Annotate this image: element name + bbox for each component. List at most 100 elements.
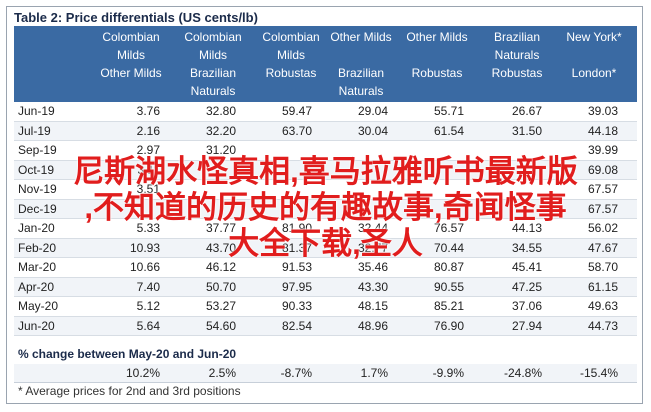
pct-change-title: % change between May-20 and Jun-20 [18,347,237,361]
table-header: Colombian Milds Other Milds Colombian Mi… [14,26,637,102]
overlay-text: 尼斯湖水怪真相,喜马拉雅听书最新版 ,不知道的历史的有趣故事,奇闻怪事 大全下载… [0,154,651,262]
table-cell: 34.55 [511,240,542,255]
table-cell: 43.70 [205,240,236,255]
row-label: Jul-19 [18,123,51,138]
table-cell: 48.96 [357,318,388,333]
table-cell: 5.33 [136,221,160,235]
table-cell: 61.54 [433,123,464,138]
table-cell: 80.87 [433,260,464,274]
table-cell: 37.06 [511,299,542,313]
table-row: Oct-19 3.11 69.08 [14,160,637,180]
pct-cell: 10.2% [125,366,160,380]
header-col-4: Other Milds Brazilian Naturals [330,30,392,98]
table-cell: 55.71 [433,104,464,118]
table-cell: 54.60 [205,318,236,333]
table-row: Dec-19 67.57 [14,199,637,219]
table-cell: 46.12 [205,260,236,274]
table-cell: 85.21 [433,299,464,313]
table-cell: 39.03 [587,104,618,118]
table-cell: 10.66 [129,260,160,274]
table-row: Mar-20 10.66 46.12 91.53 35.46 80.87 45.41 58.7… [14,258,637,278]
pct-cell: -15.4% [579,366,618,380]
table-cell: 67.57 [587,201,618,216]
table-cell: 47.67 [587,240,618,255]
table-cell: 49.63 [587,299,618,313]
table-cell: 70.44 [433,240,464,255]
row-label: Jun-19 [18,104,55,118]
table-cell: 32.77 [357,240,388,255]
table-row: Jan-20 5.33 37.77 81.90 32.44 76.57 44.13 56.02 [14,219,637,239]
table-cell: 26.67 [511,104,542,118]
table-cell: 44.13 [511,221,542,235]
row-label: Dec-19 [18,201,57,216]
table-cell: 32.20 [205,123,236,138]
table-cell: 31.20 [205,143,236,157]
table-cell: 67.57 [587,182,618,196]
pct-cell: -9.9% [432,366,464,380]
footnote: * Average prices for 2nd and 3rd positio… [18,384,241,398]
pct-change-row: 10.2% 2.5% -8.7% 1.7% -9.9% -24.8% -15.4% [14,364,637,383]
header-col-1: Colombian Milds Other Milds [100,30,162,80]
row-label: Nov-19 [18,182,57,196]
table-cell: 32.80 [205,104,236,118]
row-label: Sep-19 [18,143,57,157]
table-cell: 50.70 [205,279,236,294]
table-cell: 58.70 [587,260,618,274]
table-cell: 5.64 [136,318,160,333]
table-cell: 56.02 [587,221,618,235]
row-label: Apr-20 [18,279,55,294]
table-cell: 43.30 [357,279,388,294]
table-cell: 2.16 [136,123,160,138]
table-row: Nov-19 3.51 67.57 [14,180,637,200]
table-cell: 30.04 [357,123,388,138]
pct-cell: -24.8% [503,366,542,380]
table-cell: 97.95 [281,279,312,294]
table-cell: 53.27 [205,299,236,313]
table-row: Jul-19 2.16 32.20 63.70 30.04 61.54 31.50 44.18 [14,121,637,141]
table-cell: 59.47 [281,104,312,118]
table-cell: 5.12 [136,299,160,313]
table-row: May-20 5.12 53.27 90.33 48.15 85.21 37.06 49.63 [14,297,637,317]
header-col-3: Colombian Milds Robustas [262,30,320,80]
table-body: Jun-19 3.76 32.80 59.47 29.04 55.71 26.67 39.03… [14,102,637,336]
table-cell: 44.73 [587,318,618,333]
table-cell: 3.76 [136,104,160,118]
overlay-line-1: 尼斯湖水怪真相,喜马拉雅听书最新版 [73,154,578,189]
table-cell: 76.90 [433,318,464,333]
row-label: Jun-20 [18,318,55,333]
table-cell: 2.97 [136,143,160,157]
table-cell: 32.44 [357,221,388,235]
table-row: Sep-19 2.97 31.20 39.99 [14,141,637,161]
table-cell: 29.04 [357,104,388,118]
table-row: Jun-20 5.64 54.60 82.54 48.96 76.90 27.94 44.73 [14,316,637,336]
table-cell: 37.77 [205,221,236,235]
table-cell: 3.11 [137,162,160,177]
header-col-5: Other Milds Robustas [406,30,468,80]
table-cell: 3.51 [136,182,160,196]
table-cell: 35.46 [357,260,388,274]
header-col-7: New York* London* [566,30,622,80]
table-cell: 7.40 [136,279,160,294]
table-row: Jun-19 3.76 32.80 59.47 29.04 55.71 26.67 39.03 [14,102,637,122]
table-cell: 90.55 [433,279,464,294]
row-label: May-20 [18,299,59,313]
table-title: Table 2: Price differentials (US cents/l… [14,10,258,25]
table-cell: 48.15 [357,299,388,313]
table-row: Feb-20 10.93 43.70 81.37 32.77 70.44 34.55 47.6… [14,238,637,258]
table-cell: 76.57 [433,221,464,235]
table-cell: 27.94 [511,318,542,333]
table-cell: 61.15 [587,279,618,294]
row-label: Feb-20 [18,240,57,255]
table-cell: 81.37 [281,240,312,255]
overlay-line-2: ,不知道的历史的有趣故事,奇闻怪事 [84,190,567,225]
table-cell: 81.90 [281,221,312,235]
overlay-line-3: 大全下载,圣人 [228,226,423,261]
table-cell: 44.18 [587,123,618,138]
table-cell: 39.99 [587,143,618,157]
pct-cell: -8.7% [280,366,312,380]
row-label: Jan-20 [18,221,55,235]
table-cell: 31.50 [511,123,542,138]
row-label: Oct-19 [18,162,55,177]
table-cell: 82.54 [281,318,312,333]
table-cell: 63.70 [281,123,312,138]
